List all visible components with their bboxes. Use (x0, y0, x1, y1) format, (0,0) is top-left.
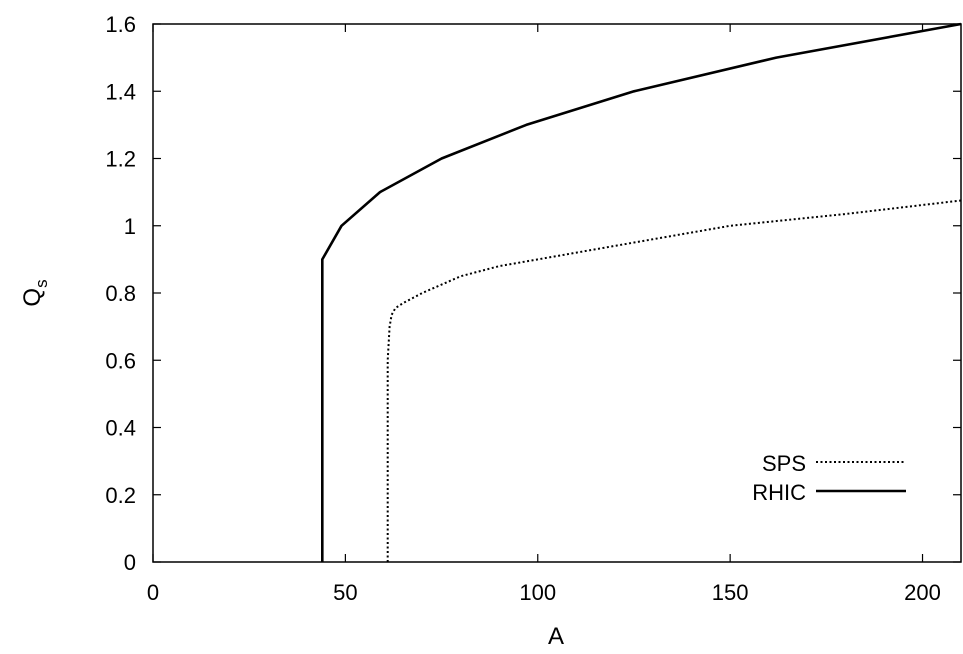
y-tick-label: 0.4 (105, 416, 136, 441)
x-tick-label: 150 (712, 580, 749, 605)
y-tick-label: 1 (124, 214, 136, 239)
y-axis-label: Qs (19, 279, 51, 306)
x-tick-label: 200 (904, 580, 941, 605)
series-layer (320, 22, 962, 562)
y-tick-label: 1.2 (105, 147, 136, 172)
y-axis-label-main: Q (19, 288, 46, 307)
legend: SPS RHIC (752, 451, 906, 505)
x-axis-label: A (548, 623, 564, 650)
x-tick-label: 100 (519, 580, 556, 605)
legend-entry-sps: SPS (762, 451, 906, 476)
axis-ticks: 0 50 100 150 200 0 0.2 0.4 0.6 0.8 1 1.2 1.4 1.6 (105, 12, 961, 605)
legend-label-rhic: RHIC (752, 480, 806, 505)
series-line-rhic (320, 22, 962, 562)
legend-label-sps: SPS (762, 451, 806, 476)
y-tick-label: 0 (124, 550, 136, 575)
plot-frame (152, 23, 962, 563)
y-tick-label: 0.6 (105, 348, 136, 373)
x-tick-label: 0 (147, 580, 159, 605)
series-line-sps (386, 199, 962, 562)
x-tick-label: 50 (333, 580, 357, 605)
y-tick-label: 0.8 (105, 281, 136, 306)
y-tick-label: 1.4 (105, 79, 136, 104)
y-axis-label-subscript: s (32, 279, 51, 288)
svg-text:Qs: Qs (19, 279, 51, 306)
legend-entry-rhic: RHIC (752, 480, 906, 505)
y-tick-label: 1.6 (105, 12, 136, 37)
y-tick-label: 0.2 (105, 483, 136, 508)
